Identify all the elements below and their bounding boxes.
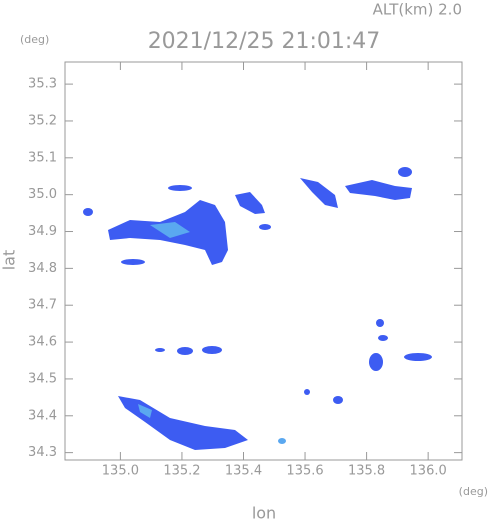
- echo: [345, 180, 412, 200]
- y-tick-label: 34.6: [28, 335, 57, 350]
- echo: [333, 396, 343, 404]
- x-tick-label: 135.0: [102, 464, 139, 479]
- y-tick-label: 35.1: [28, 150, 57, 165]
- echo: [278, 438, 286, 444]
- x-label: lon: [252, 504, 276, 521]
- y-label: lat: [0, 250, 19, 271]
- echo: [118, 396, 248, 450]
- echo: [259, 224, 271, 230]
- echo: [235, 192, 265, 214]
- echo: [202, 346, 222, 354]
- echo: [304, 389, 310, 395]
- echo: [150, 222, 190, 238]
- y-tick-label: 34.8: [28, 261, 57, 276]
- echo: [138, 404, 152, 418]
- echo: [155, 348, 165, 352]
- y-tick-label: 34.3: [28, 445, 57, 460]
- x-tick-label: 136.0: [410, 464, 447, 479]
- echo: [83, 208, 93, 216]
- echo: [404, 353, 432, 361]
- echo: [300, 178, 338, 208]
- y-tick-label: 34.4: [28, 408, 57, 423]
- x-tick-label: 135.2: [163, 464, 200, 479]
- x-tick-label: 135.4: [225, 464, 262, 479]
- echo: [168, 185, 192, 191]
- y-tick-label: 34.9: [28, 224, 57, 239]
- echo: [398, 167, 412, 177]
- echo: [177, 347, 193, 355]
- plot-frame: [64, 61, 463, 461]
- y-unit: (deg): [20, 33, 49, 46]
- x-tick-label: 135.8: [348, 464, 385, 479]
- y-tick-label: 34.5: [28, 371, 57, 386]
- echo: [376, 319, 384, 327]
- x-unit: (deg): [459, 485, 488, 498]
- timestamp: 2021/12/25 21:01:47: [148, 29, 381, 54]
- echo: [378, 335, 388, 341]
- y-tick-label: 34.7: [28, 298, 57, 313]
- echo: [121, 259, 145, 265]
- y-tick-label: 35.0: [28, 187, 57, 202]
- echo: [369, 353, 383, 371]
- y-tick-label: 35.2: [28, 113, 57, 128]
- altitude: ALT(km) 2.0: [373, 1, 462, 19]
- y-tick-label: 35.3: [28, 77, 57, 92]
- echoes: [83, 167, 432, 450]
- x-tick-label: 135.6: [286, 464, 323, 479]
